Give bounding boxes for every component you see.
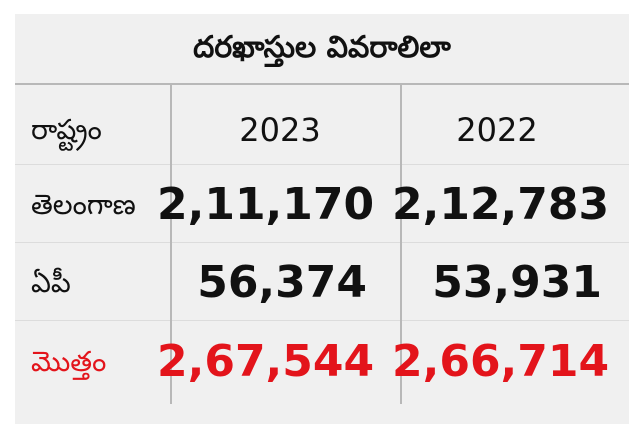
divider — [15, 320, 629, 321]
column-divider — [170, 84, 172, 404]
cell-value: 2,66,714 — [392, 336, 610, 387]
row-label: ఏపీ — [31, 266, 71, 299]
divider — [15, 242, 629, 243]
table-card: దరఖాస్తుల వివరాలిలా రాష్ట్రం 2023 2022 త… — [15, 14, 629, 424]
column-divider — [400, 84, 402, 404]
cell-value: 2,12,783 — [392, 179, 610, 230]
cell-value: 56,374 — [197, 257, 367, 308]
cell-value: 53,931 — [432, 257, 602, 308]
cell-value: 2,11,170 — [157, 179, 375, 230]
row-label: తెలంగాణ — [31, 188, 136, 221]
divider — [15, 164, 629, 165]
title: దరఖాస్తుల వివరాలిలా — [193, 30, 451, 65]
row-label: మొత్తం — [31, 345, 107, 378]
column-header: 2023 — [239, 111, 321, 149]
column-header: రాష్ట్రం — [31, 113, 102, 146]
cell-value: 2,67,544 — [157, 336, 375, 387]
column-header: 2022 — [456, 111, 538, 149]
divider — [15, 83, 629, 85]
